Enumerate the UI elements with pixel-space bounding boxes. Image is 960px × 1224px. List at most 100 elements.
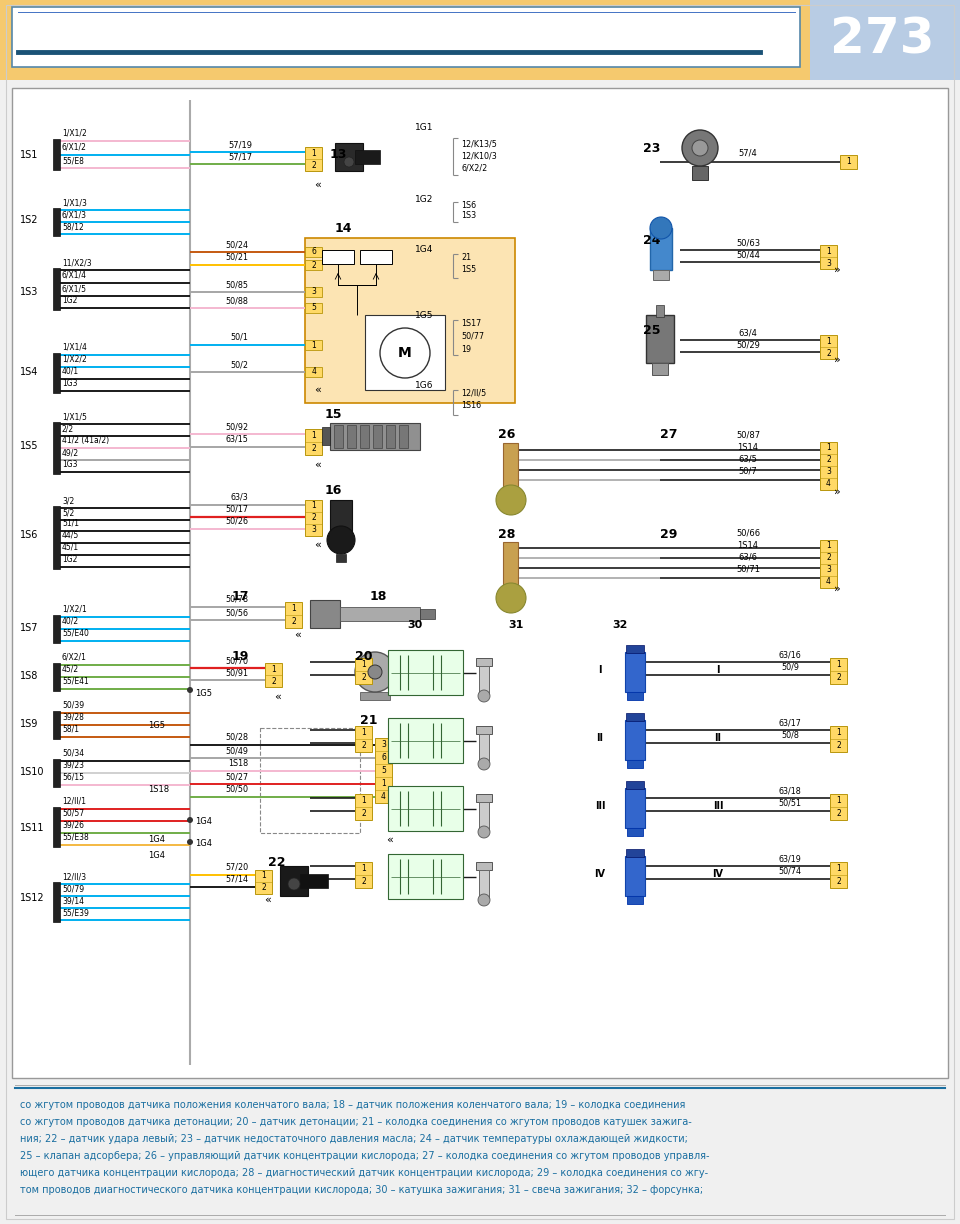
Text: 4: 4 xyxy=(826,480,831,488)
Bar xyxy=(625,788,645,827)
Text: 15: 15 xyxy=(325,409,343,421)
Text: 50/57: 50/57 xyxy=(62,809,84,818)
Text: 50/91: 50/91 xyxy=(225,668,248,677)
Bar xyxy=(360,425,369,448)
Text: 1S11: 1S11 xyxy=(20,823,44,834)
Text: 1S10: 1S10 xyxy=(20,767,44,777)
Bar xyxy=(355,726,372,752)
Text: 50/71: 50/71 xyxy=(736,565,760,574)
Text: 63/4: 63/4 xyxy=(738,328,757,337)
Bar xyxy=(476,862,492,870)
Bar xyxy=(335,143,363,171)
Bar xyxy=(12,88,948,1078)
Text: том проводов диагностического датчика концентрации кислорода; 30 – катушка зажиг: том проводов диагностического датчика ко… xyxy=(20,1185,703,1195)
Text: 5: 5 xyxy=(312,304,317,312)
Bar xyxy=(646,315,674,364)
Text: 12/II/1: 12/II/1 xyxy=(62,797,86,805)
Text: 21: 21 xyxy=(360,714,377,727)
Text: 2: 2 xyxy=(361,741,366,750)
Text: 1S2: 1S2 xyxy=(20,215,38,225)
Text: 19: 19 xyxy=(232,650,250,663)
Text: 3: 3 xyxy=(312,288,317,296)
Text: 50/17: 50/17 xyxy=(225,506,248,514)
Text: 1S7: 1S7 xyxy=(20,623,38,633)
Text: 63/16: 63/16 xyxy=(779,650,802,659)
Bar xyxy=(310,600,340,628)
Text: 56/15: 56/15 xyxy=(62,774,84,782)
Text: 27: 27 xyxy=(660,428,678,442)
Text: 50/88: 50/88 xyxy=(226,296,248,305)
Text: 50/27: 50/27 xyxy=(225,772,248,781)
Text: 23: 23 xyxy=(643,142,660,154)
Text: ния; 22 – датчик удара левый; 23 – датчик недостаточного давления масла; 24 – да: ния; 22 – датчик удара левый; 23 – датчи… xyxy=(20,1133,688,1144)
Bar xyxy=(305,367,322,377)
Text: 3: 3 xyxy=(826,468,831,476)
Circle shape xyxy=(478,758,490,770)
Text: 49/2: 49/2 xyxy=(62,448,79,457)
Text: 12/II/3: 12/II/3 xyxy=(62,871,86,881)
Bar xyxy=(388,650,463,695)
Text: 1/X2/1: 1/X2/1 xyxy=(62,605,86,614)
Circle shape xyxy=(496,583,526,613)
Bar xyxy=(260,728,360,834)
Circle shape xyxy=(187,816,193,823)
Text: IV: IV xyxy=(712,869,724,879)
Text: «: « xyxy=(265,895,272,905)
Text: 19: 19 xyxy=(461,344,471,354)
Text: 1: 1 xyxy=(311,148,316,158)
Text: 63/19: 63/19 xyxy=(779,854,802,863)
Bar xyxy=(265,663,282,687)
Text: 1: 1 xyxy=(361,864,366,873)
Text: 3: 3 xyxy=(826,565,831,574)
Bar xyxy=(626,714,644,721)
Text: 1S3: 1S3 xyxy=(20,286,38,297)
Text: 1/X2/2: 1/X2/2 xyxy=(62,355,86,364)
Bar xyxy=(388,786,463,831)
Text: 45/2: 45/2 xyxy=(62,665,79,674)
Text: «: « xyxy=(315,460,322,470)
Text: со жгутом проводов датчика детонации; 20 – датчик детонации; 21 – колодка соедин: со жгутом проводов датчика детонации; 20… xyxy=(20,1118,692,1127)
Circle shape xyxy=(478,826,490,838)
Text: 1G5: 1G5 xyxy=(195,688,212,698)
Text: 50/50: 50/50 xyxy=(225,785,248,794)
Text: 3: 3 xyxy=(826,258,831,268)
Text: 1G4: 1G4 xyxy=(195,816,212,825)
Bar xyxy=(653,271,669,280)
Text: II: II xyxy=(714,733,722,743)
Bar xyxy=(627,760,643,767)
Bar xyxy=(53,268,60,310)
Text: «: « xyxy=(315,540,322,550)
Text: 1S8: 1S8 xyxy=(20,671,38,681)
Text: 2: 2 xyxy=(361,809,366,818)
Bar xyxy=(53,422,60,474)
Text: 50/79: 50/79 xyxy=(62,884,84,894)
Text: 17: 17 xyxy=(232,590,250,602)
Text: 6/X1/4: 6/X1/4 xyxy=(62,271,87,280)
Bar xyxy=(305,428,322,455)
Text: 20: 20 xyxy=(355,650,372,663)
Bar xyxy=(626,781,644,789)
Circle shape xyxy=(478,690,490,703)
Text: 1S12: 1S12 xyxy=(20,894,44,903)
Text: M: M xyxy=(398,346,412,360)
Circle shape xyxy=(380,328,430,378)
Text: 1S6: 1S6 xyxy=(20,530,38,540)
Text: 57/4: 57/4 xyxy=(738,149,757,158)
Text: 3/2: 3/2 xyxy=(62,496,74,506)
Text: 1G4: 1G4 xyxy=(148,852,165,860)
Text: 63/3: 63/3 xyxy=(230,493,248,502)
Text: 1S18: 1S18 xyxy=(148,786,169,794)
Bar xyxy=(625,652,645,692)
Text: 6/X2/2: 6/X2/2 xyxy=(461,164,488,173)
Bar xyxy=(365,315,445,390)
Text: II: II xyxy=(596,733,604,743)
Text: 1/X1/3: 1/X1/3 xyxy=(62,198,86,207)
Text: 1: 1 xyxy=(836,728,841,737)
Bar xyxy=(355,794,372,820)
Text: 6/X2/1: 6/X2/1 xyxy=(62,652,86,662)
Text: 50/44: 50/44 xyxy=(736,250,760,259)
Text: 1S1: 1S1 xyxy=(20,151,38,160)
Bar xyxy=(476,794,492,802)
Bar xyxy=(322,427,330,446)
Bar xyxy=(305,147,322,171)
